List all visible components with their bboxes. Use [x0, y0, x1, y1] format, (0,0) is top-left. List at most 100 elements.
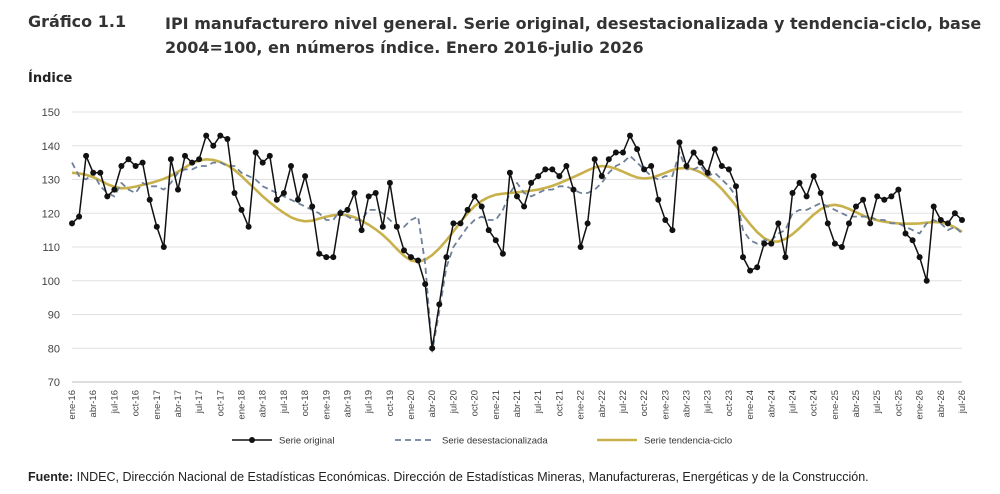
data-point — [245, 223, 252, 230]
data-point — [641, 166, 648, 173]
data-point — [690, 149, 697, 156]
x-tick-label: jul-25 — [872, 390, 883, 414]
data-point — [139, 159, 146, 166]
data-point — [372, 190, 379, 196]
x-tick-label: abr-21 — [512, 390, 523, 417]
x-tick-label: abr-16 — [88, 390, 99, 417]
x-tick-label: ene-16 — [67, 390, 78, 420]
data-point — [944, 220, 951, 227]
data-point — [846, 220, 852, 227]
data-point — [853, 203, 859, 210]
data-point — [704, 169, 711, 176]
data-point — [888, 193, 895, 200]
x-tick-label: ene-19 — [321, 390, 332, 420]
x-tick-label: abr-23 — [682, 390, 693, 417]
x-tick-label: oct-24 — [809, 390, 820, 416]
x-tick-label: jul-23 — [703, 390, 714, 414]
data-point — [930, 203, 937, 210]
data-point — [916, 254, 923, 261]
data-point — [104, 193, 111, 200]
data-point — [909, 237, 916, 244]
data-point — [146, 196, 153, 203]
data-point — [393, 223, 400, 230]
data-point — [69, 220, 75, 227]
data-point — [97, 169, 104, 176]
data-point — [521, 203, 528, 210]
x-tick-label: jul-21 — [533, 390, 544, 414]
x-tick-label: abr-25 — [851, 390, 862, 417]
y-axis-label: Índice — [28, 70, 73, 86]
source-text: INDEC, Dirección Nacional de Estadística… — [73, 470, 869, 484]
y-tick-label: 150 — [42, 107, 60, 119]
chart-title: IPI manufacturero nivel general. Serie o… — [165, 14, 982, 57]
data-point — [90, 169, 97, 176]
data-point — [175, 186, 181, 193]
x-tick-label: jul-26 — [957, 390, 968, 414]
x-tick-label: oct-20 — [470, 390, 481, 416]
data-point — [365, 193, 372, 200]
data-point — [422, 281, 429, 288]
x-tick-label: oct-21 — [554, 390, 565, 416]
y-tick-label: 140 — [42, 141, 60, 153]
x-tick-label: jul-18 — [279, 390, 290, 414]
data-point — [570, 186, 577, 193]
data-point — [951, 210, 958, 217]
data-point — [443, 254, 450, 261]
data-point — [627, 132, 633, 139]
data-point — [796, 179, 803, 186]
x-tick-label: jul-22 — [618, 390, 629, 414]
data-point — [485, 227, 492, 234]
data-point — [867, 220, 874, 227]
data-point — [598, 173, 605, 180]
series-group — [69, 132, 965, 353]
data-point — [591, 156, 598, 163]
data-point — [203, 132, 210, 139]
data-point — [302, 173, 309, 180]
source-note: Fuente: INDEC, Dirección Nacional de Est… — [28, 470, 869, 484]
data-point — [273, 196, 280, 203]
data-point — [252, 149, 259, 156]
data-point — [182, 152, 188, 159]
data-point — [189, 159, 196, 166]
data-point — [612, 149, 619, 156]
y-tick-label: 120 — [42, 208, 60, 220]
data-point — [83, 152, 90, 159]
data-point — [549, 166, 556, 173]
x-tick-label: ene-20 — [406, 390, 417, 420]
data-point — [238, 206, 245, 213]
series-line-1 — [71, 151, 963, 353]
data-point — [556, 173, 563, 180]
data-point — [697, 159, 704, 166]
data-point — [415, 257, 422, 264]
data-point — [309, 203, 316, 210]
data-point — [111, 186, 118, 193]
data-point — [902, 230, 909, 237]
x-tick-label: jul-20 — [448, 390, 459, 414]
data-point — [711, 146, 718, 153]
data-point — [676, 139, 683, 146]
data-point — [775, 220, 782, 227]
data-point — [160, 244, 167, 250]
data-point — [401, 247, 407, 254]
legend-marker — [249, 437, 255, 443]
y-ticks: 70 80 90 100 110 120 130 140 150 — [42, 107, 60, 389]
data-point — [754, 264, 761, 271]
data-point — [231, 190, 238, 196]
x-tick-label: abr-18 — [258, 390, 269, 417]
data-point — [351, 190, 358, 196]
data-point — [499, 250, 506, 257]
data-point — [683, 163, 690, 169]
x-tick-label: oct-17 — [215, 390, 226, 416]
data-point — [330, 254, 337, 261]
data-point — [358, 227, 365, 234]
data-point — [831, 240, 838, 247]
data-point — [838, 244, 845, 250]
data-point — [514, 193, 520, 200]
data-point — [648, 163, 655, 169]
data-point — [457, 220, 464, 227]
y-tick-label: 110 — [42, 242, 60, 254]
data-point — [464, 206, 471, 213]
x-ticks: ene-16 abr-16 jul-16 oct-16 ene-17 abr-17 jul-… — [67, 390, 968, 420]
legend-label-2: Serie tendencia-ciclo — [644, 436, 732, 447]
